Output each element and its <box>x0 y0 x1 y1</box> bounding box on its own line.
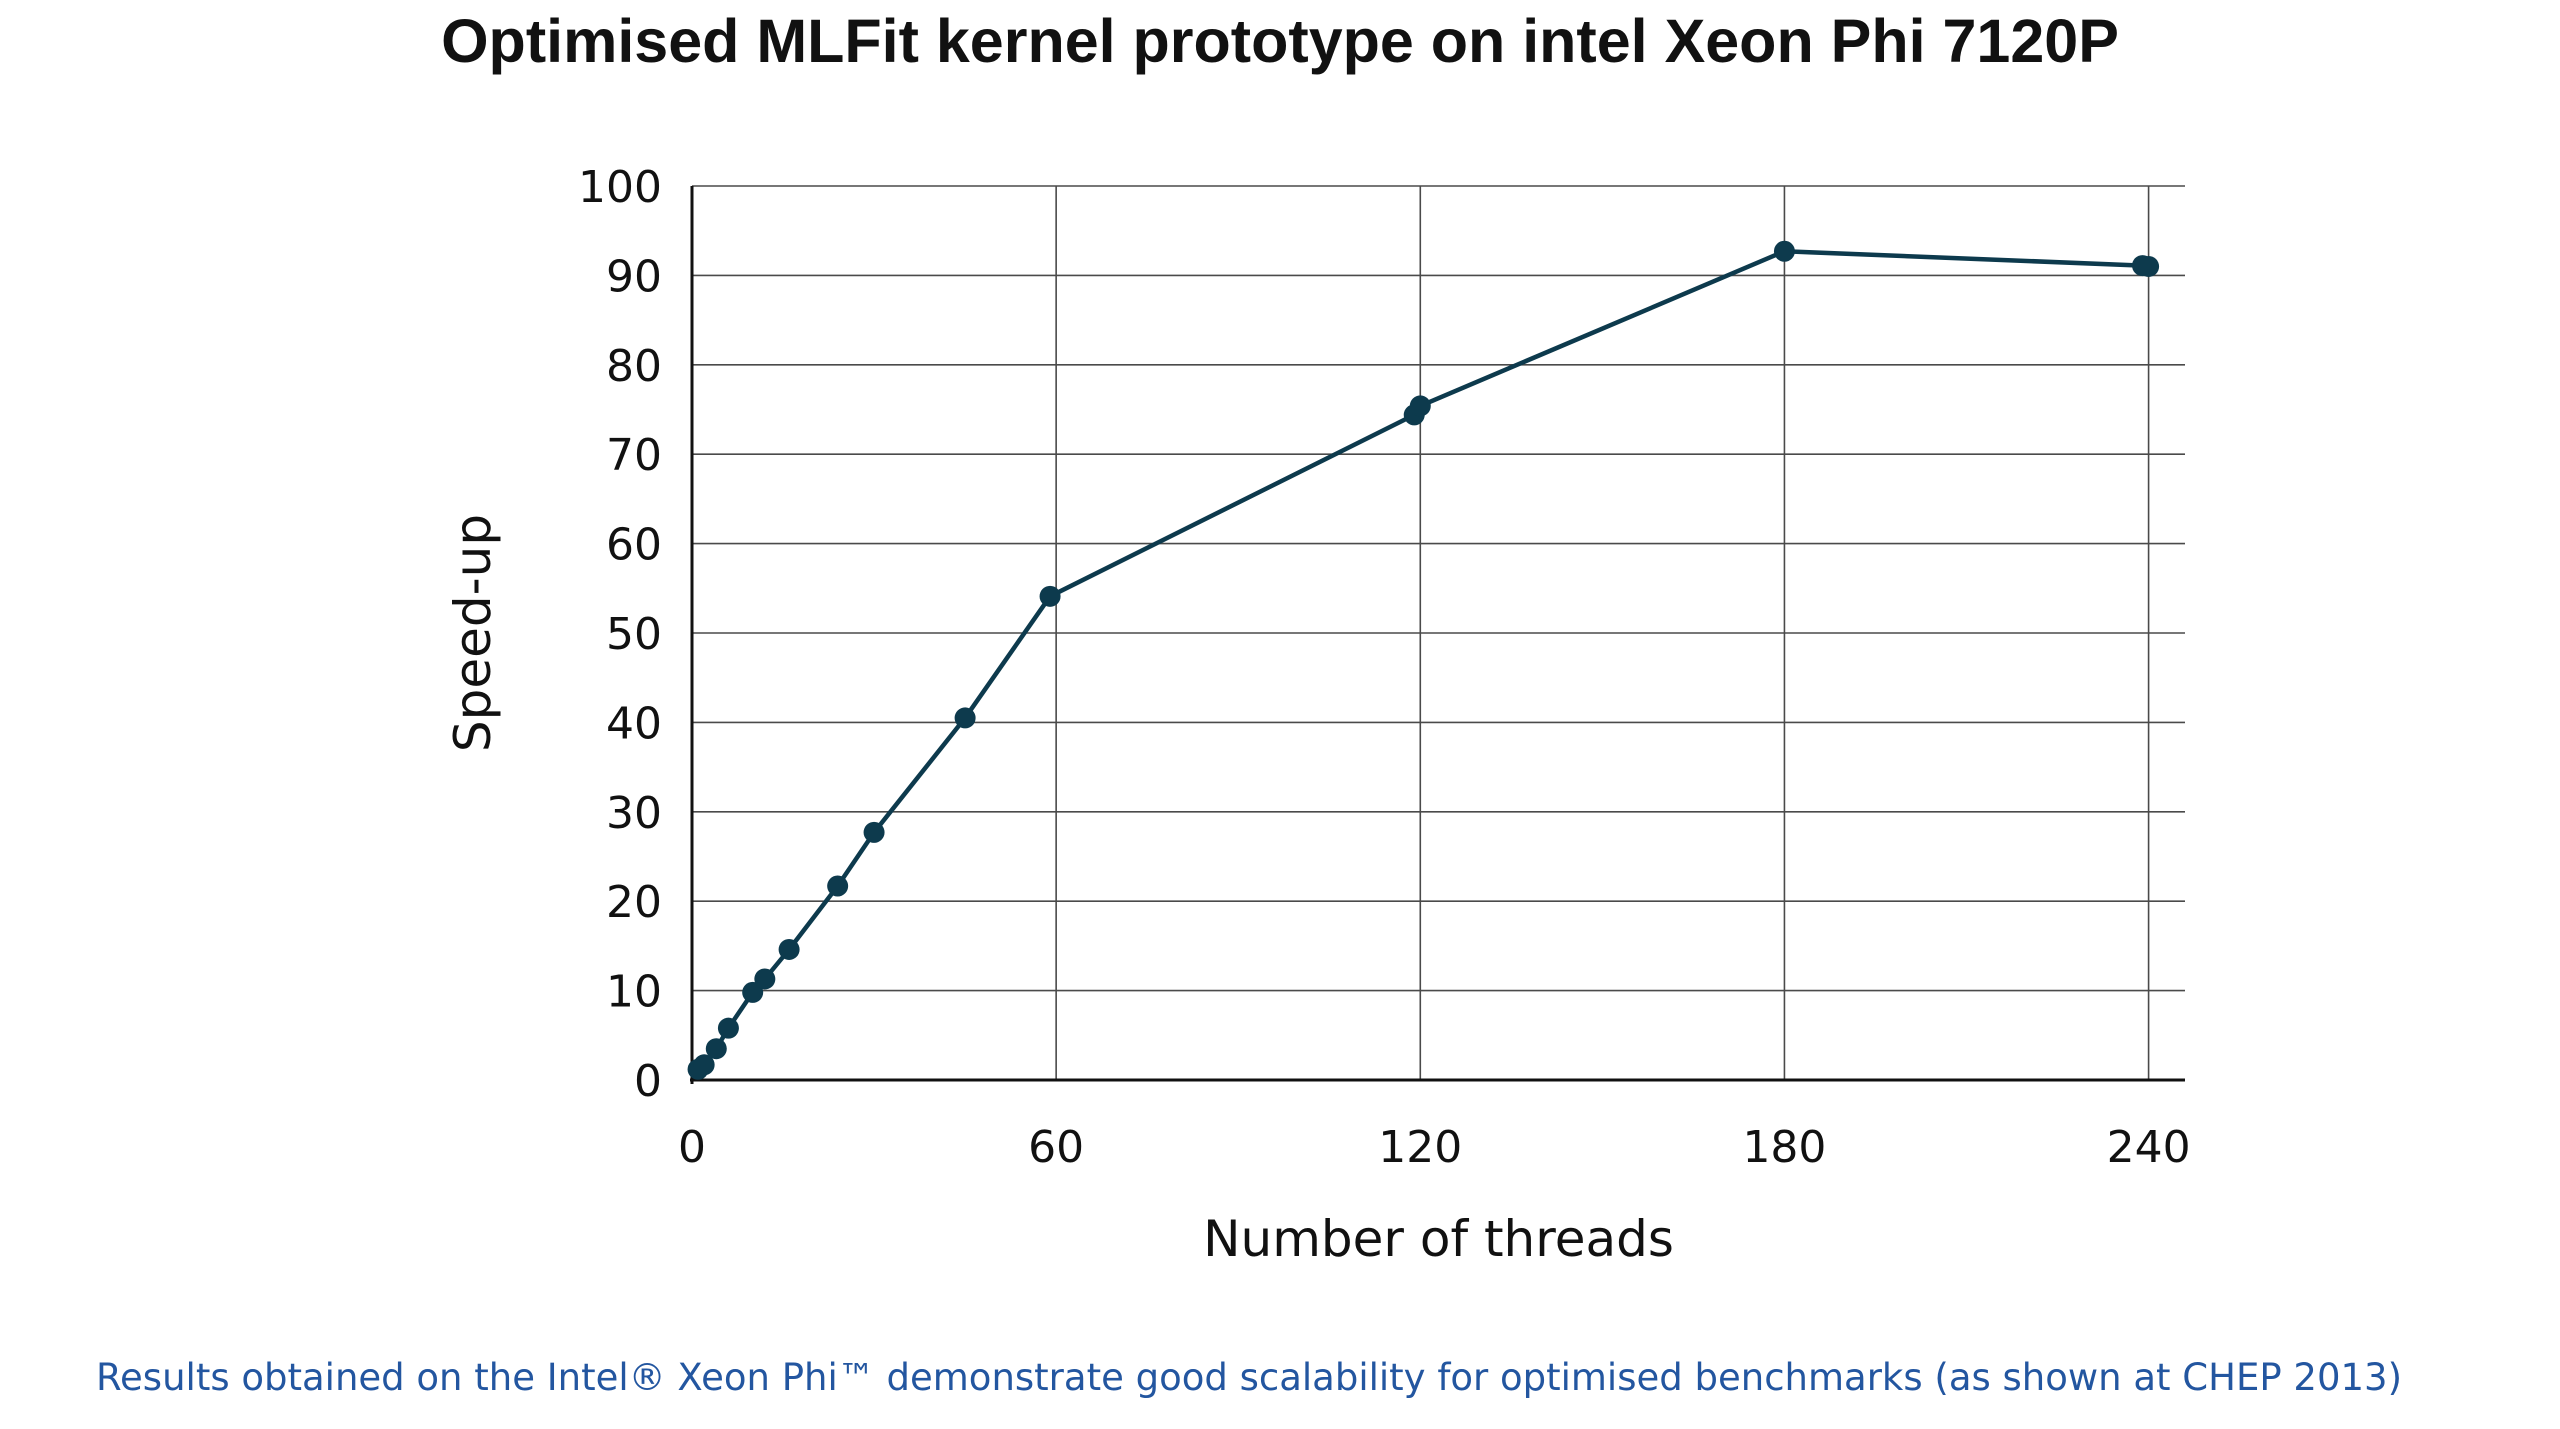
data-point-0-10 <box>1039 585 1061 607</box>
y-tick-label-2: 20 <box>606 877 662 928</box>
data-point-0-9 <box>954 707 976 729</box>
y-tick-label-4: 40 <box>606 698 662 749</box>
figure-caption: Results obtained on the Intel® Xeon Phi™… <box>96 1356 2403 1399</box>
axes <box>690 186 2185 1084</box>
tick-labels: 0 10 20 30 40 50 60 70 80 90 100 0 60 120 180 240 <box>578 162 2191 1173</box>
y-tick-label-5: 50 <box>606 609 662 660</box>
data-point-0-5 <box>754 968 776 990</box>
y-tick-label-0: 0 <box>634 1056 662 1107</box>
x-tick-label-1: 60 <box>1028 1122 1084 1173</box>
data-point-0-12 <box>1409 395 1431 417</box>
y-tick-label-1: 10 <box>606 967 662 1018</box>
series-line-0 <box>695 249 2151 1072</box>
y-tick-label-7: 70 <box>606 430 662 481</box>
x-tick-label-3: 180 <box>1742 1122 1826 1173</box>
x-tick-label-0: 0 <box>678 1122 706 1173</box>
y-tick-label-10: 100 <box>578 162 662 213</box>
x-tick-label-4: 240 <box>2107 1122 2191 1173</box>
x-tick-label-2: 120 <box>1378 1122 1462 1173</box>
data-point-0-6 <box>778 938 800 960</box>
y-tick-label-3: 30 <box>606 788 662 839</box>
x-axis-title: Number of threads <box>1203 1210 1674 1268</box>
data-point-0-4 <box>742 981 764 1003</box>
data-point-0-15 <box>2138 255 2160 277</box>
y-tick-label-8: 80 <box>606 341 662 392</box>
data-point-0-1 <box>693 1054 715 1076</box>
data-point-0-7 <box>827 875 849 897</box>
data-point-0-3 <box>717 1017 739 1039</box>
data-point-0-13 <box>1773 240 1795 262</box>
chart-title: Optimised MLFit kernel prototype on inte… <box>441 7 2119 75</box>
data-series <box>687 240 2160 1080</box>
grid-lines <box>692 185 2185 1080</box>
data-point-0-2 <box>705 1038 727 1060</box>
y-axis-title: Speed-up <box>444 514 502 752</box>
y-tick-label-6: 60 <box>606 520 662 571</box>
y-tick-label-9: 90 <box>606 251 662 302</box>
data-point-0-8 <box>863 821 885 843</box>
